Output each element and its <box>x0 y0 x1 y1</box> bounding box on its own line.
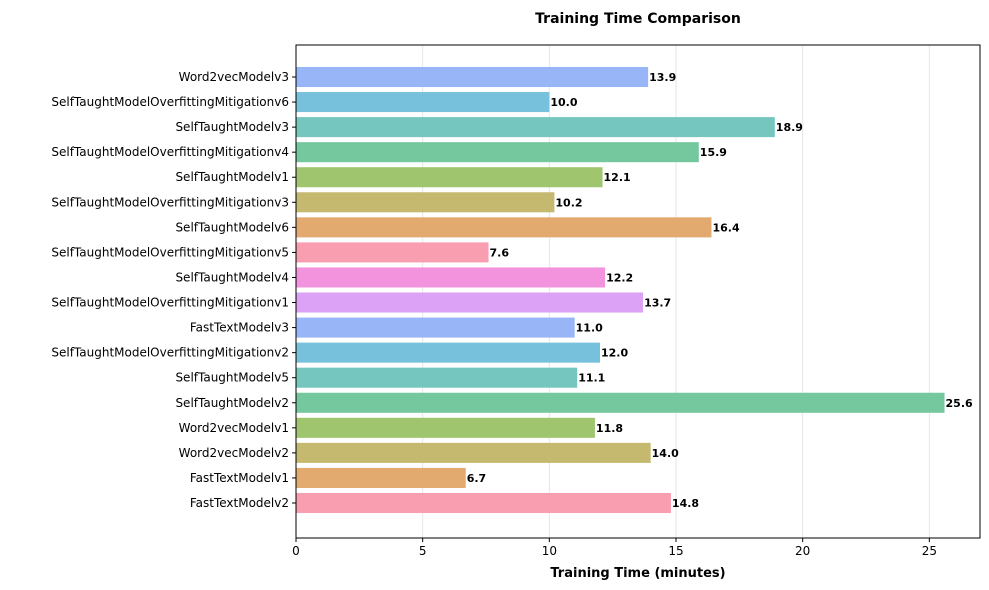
bar <box>296 417 595 438</box>
y-tick-label: Word2vecModelv1 <box>179 421 289 435</box>
y-tick-label: SelfTaughtModelv5 <box>175 371 289 385</box>
x-axis-label: Training Time (minutes) <box>550 566 725 581</box>
value-label: 12.2 <box>606 271 633 284</box>
bar <box>296 392 945 413</box>
bar <box>296 492 671 514</box>
y-tick-label: SelfTaughtModelOverfittingMitigationv2 <box>51 346 289 360</box>
value-label: 14.0 <box>652 447 679 460</box>
value-label: 25.6 <box>946 397 973 410</box>
value-label: 10.0 <box>550 96 577 109</box>
x-tick-label: 15 <box>668 544 683 558</box>
plot-frame <box>295 44 981 539</box>
value-label: 14.8 <box>672 497 699 510</box>
bar <box>296 242 489 263</box>
y-tick-label: SelfTaughtModelOverfittingMitigationv1 <box>51 296 289 310</box>
bar <box>296 142 699 163</box>
bar <box>296 467 466 488</box>
value-label: 18.9 <box>776 121 803 134</box>
x-tick-label: 25 <box>922 544 937 558</box>
x-tick-label: 0 <box>292 544 300 558</box>
y-tick-label: SelfTaughtModelv1 <box>175 170 289 184</box>
y-tick-label: SelfTaughtModelOverfittingMitigationv6 <box>51 95 289 109</box>
value-label: 12.1 <box>604 171 631 184</box>
value-labels: 13.9 10.0 18.9 15.9 12.1 10.2 16.4 7.6 12.2 13.7 1… <box>467 71 973 510</box>
bars <box>296 66 945 514</box>
x-tick-label: 10 <box>542 544 557 558</box>
bar <box>296 442 651 463</box>
y-tick-label: FastTextModelv2 <box>190 496 289 510</box>
value-label: 16.4 <box>712 221 739 234</box>
value-label: 11.1 <box>578 372 605 385</box>
value-label: 7.6 <box>490 246 510 259</box>
y-tick-label: FastTextModelv3 <box>190 321 289 335</box>
y-tick-label: Word2vecModelv2 <box>179 446 289 460</box>
chart-title: Training Time Comparison <box>535 11 741 27</box>
bar <box>296 267 606 288</box>
bar <box>296 367 578 388</box>
y-tick-label: SelfTaughtModelv3 <box>175 120 289 134</box>
x-tick-label: 20 <box>795 544 810 558</box>
bar <box>296 192 555 213</box>
value-label: 11.0 <box>576 322 603 335</box>
y-tick-label: SelfTaughtModelOverfittingMitigationv3 <box>51 195 289 209</box>
bar <box>296 342 600 363</box>
value-label: 13.7 <box>644 297 671 310</box>
bar <box>296 317 575 338</box>
y-tick-label: SelfTaughtModelv6 <box>175 220 289 234</box>
bar <box>296 117 775 138</box>
bar <box>296 217 712 238</box>
value-label: 15.9 <box>700 146 727 159</box>
value-label: 12.0 <box>601 347 628 360</box>
bar <box>296 292 644 313</box>
value-label: 10.2 <box>555 196 582 209</box>
x-tick-label: 5 <box>419 544 427 558</box>
value-label: 11.8 <box>596 422 623 435</box>
bar <box>296 92 550 113</box>
bar <box>296 66 649 88</box>
y-tick-label: SelfTaughtModelv4 <box>175 270 289 284</box>
x-axis: 0 5 10 15 20 25 <box>292 538 937 558</box>
y-axis: Word2vecModelv3 SelfTaughtModelOverfittin… <box>51 70 296 510</box>
value-label: 13.9 <box>649 71 676 84</box>
y-tick-label: SelfTaughtModelv2 <box>175 396 289 410</box>
bar <box>296 167 603 188</box>
y-tick-label: SelfTaughtModelOverfittingMitigationv5 <box>51 245 289 259</box>
value-label: 6.7 <box>467 472 487 485</box>
y-tick-label: Word2vecModelv3 <box>179 70 289 84</box>
y-tick-label: FastTextModelv1 <box>190 471 289 485</box>
y-tick-label: SelfTaughtModelOverfittingMitigationv4 <box>51 145 289 159</box>
